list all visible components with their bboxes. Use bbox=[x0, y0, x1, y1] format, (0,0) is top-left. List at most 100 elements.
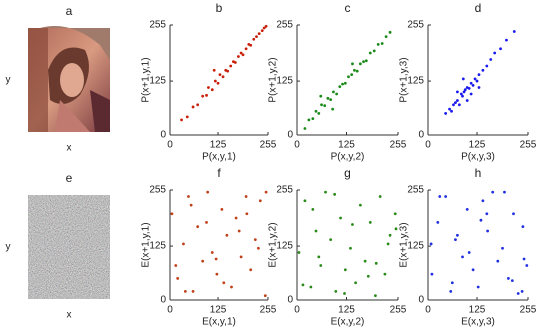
scatter-point bbox=[215, 272, 219, 276]
scatter-point bbox=[191, 105, 195, 109]
scatter-point bbox=[225, 233, 229, 237]
scatter-point bbox=[324, 190, 327, 194]
y-tick-label: 0 bbox=[160, 295, 166, 306]
scatter-point bbox=[436, 220, 440, 224]
scatter-point bbox=[317, 112, 321, 115]
scatter-point bbox=[189, 203, 193, 207]
scatter-point bbox=[239, 51, 243, 55]
scatter-point bbox=[343, 81, 347, 85]
scatter-point bbox=[481, 68, 485, 72]
scatter-point bbox=[469, 92, 473, 96]
scatter-point bbox=[311, 117, 315, 121]
scatter-point bbox=[358, 62, 362, 66]
y-tick-label: 0 bbox=[418, 295, 424, 306]
scatter-point bbox=[244, 47, 248, 51]
x-tick-label: 0 bbox=[294, 140, 300, 151]
scatter-point bbox=[380, 42, 384, 45]
scatter-point bbox=[331, 107, 335, 111]
y-tick-label: 125 bbox=[149, 241, 166, 252]
scatter-point bbox=[234, 216, 238, 220]
scatter-point bbox=[343, 268, 347, 272]
y-axis-label: y bbox=[6, 75, 11, 86]
scatter-point bbox=[368, 220, 372, 224]
scatter-point bbox=[358, 203, 362, 207]
scatter-point bbox=[465, 208, 469, 211]
scatter-point bbox=[454, 238, 457, 242]
scatter-point bbox=[448, 107, 451, 111]
x-axis-label: x bbox=[67, 143, 72, 154]
scatter-point bbox=[506, 277, 510, 280]
scatter-point bbox=[334, 289, 338, 293]
y-tick-label: 255 bbox=[149, 185, 166, 196]
scatter-point bbox=[520, 289, 524, 293]
scatter-point bbox=[525, 264, 529, 267]
y-tick-label: 0 bbox=[160, 130, 166, 141]
panel-title: d bbox=[475, 1, 482, 15]
scatter-point bbox=[501, 246, 504, 250]
y-axis-label: E(x+1,y,2) bbox=[268, 222, 279, 267]
scatter-point bbox=[222, 281, 226, 285]
scatter-point bbox=[456, 90, 459, 94]
scatter-point bbox=[264, 24, 268, 28]
scatter-point bbox=[486, 229, 490, 233]
scatter-point bbox=[191, 289, 195, 293]
scatter-point bbox=[512, 30, 516, 33]
scatter-point bbox=[485, 64, 489, 68]
scatter-point bbox=[347, 75, 350, 79]
scatter-point bbox=[329, 98, 333, 102]
scatter-point bbox=[467, 251, 471, 254]
scatter-point bbox=[454, 101, 457, 105]
scatter-point bbox=[216, 81, 220, 85]
scatter-point bbox=[341, 82, 344, 86]
panel-title: e bbox=[66, 171, 73, 185]
scatter-point bbox=[378, 195, 382, 198]
scatter-point bbox=[319, 264, 323, 267]
scatter-point bbox=[249, 268, 253, 272]
x-axis-label: x bbox=[67, 310, 72, 321]
scatter-point bbox=[237, 55, 240, 58]
scatter-point bbox=[364, 59, 368, 63]
scatter-point bbox=[323, 104, 327, 108]
scatter-point bbox=[505, 38, 508, 42]
scatter-point bbox=[363, 259, 367, 263]
scatter-point bbox=[450, 281, 454, 285]
y-tick-label: 0 bbox=[287, 295, 293, 306]
scatter-point bbox=[372, 49, 376, 53]
y-tick-label: 125 bbox=[407, 241, 424, 252]
scatter-point bbox=[333, 192, 337, 196]
scatter-point bbox=[351, 223, 354, 226]
scatter-point bbox=[332, 90, 335, 94]
scatter-point bbox=[320, 103, 323, 107]
scatter-point bbox=[233, 61, 237, 64]
x-tick-label: 255 bbox=[390, 305, 407, 316]
x-axis-label: P(x,y,2) bbox=[331, 152, 365, 163]
scatter-point bbox=[309, 285, 313, 289]
panel-title: c bbox=[345, 1, 351, 15]
y-tick-label: 125 bbox=[149, 76, 166, 87]
x-tick-label: 255 bbox=[260, 305, 277, 316]
x-tick-label: 125 bbox=[469, 305, 486, 316]
scatter-point bbox=[201, 259, 205, 263]
panel-title: f bbox=[217, 166, 221, 180]
y-tick-label: 255 bbox=[407, 185, 424, 196]
scatter-point bbox=[174, 264, 178, 267]
scatter-point bbox=[368, 51, 372, 55]
scatter-point bbox=[475, 79, 479, 83]
scatter-point bbox=[338, 85, 342, 89]
scatter-point bbox=[388, 30, 392, 34]
scatter-point bbox=[457, 103, 461, 107]
scatter-point bbox=[489, 58, 493, 61]
scatter-point bbox=[376, 43, 380, 46]
scatter-point bbox=[429, 242, 433, 246]
scatter-point bbox=[438, 195, 442, 198]
x-axis-label: P(x,y,3) bbox=[461, 152, 495, 163]
scatter-point bbox=[221, 75, 225, 79]
scatter-point bbox=[205, 220, 208, 224]
scatter-point bbox=[467, 87, 471, 90]
panel-title: b bbox=[216, 1, 223, 15]
scatter-point bbox=[297, 251, 301, 254]
y-axis-label: E(x+1,y,1) bbox=[141, 222, 152, 267]
y-tick-label: 255 bbox=[149, 20, 166, 31]
x-axis-label: E(x,y,3) bbox=[461, 317, 495, 328]
y-axis-label: P(x+1,y,3) bbox=[399, 57, 410, 102]
